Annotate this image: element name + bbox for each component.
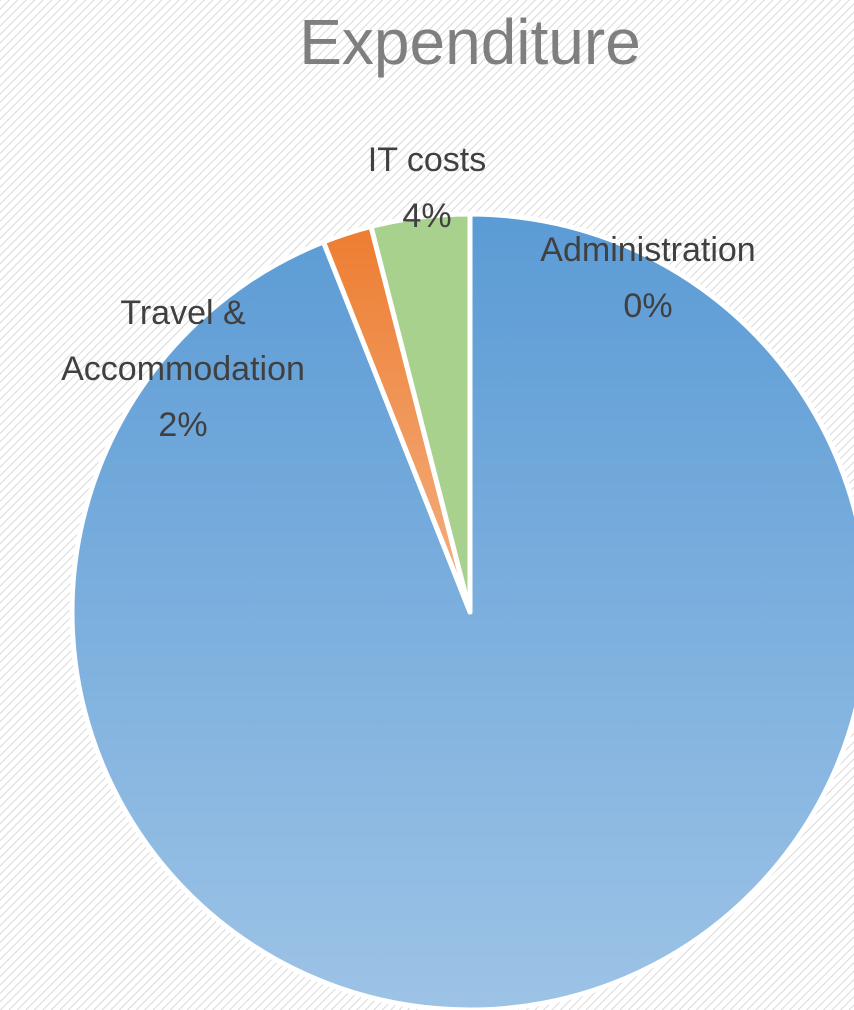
value-label: 2%: [158, 406, 208, 444]
pie-slice: [368, 211, 473, 615]
pie-slice: [69, 211, 854, 1010]
chart-title: Expenditure: [299, 6, 641, 78]
data-label: Travel & Accommodation 2%: [28, 285, 338, 453]
value-label: 0%: [623, 287, 673, 325]
category-label: IT costs: [367, 141, 487, 179]
value-label: 4%: [402, 197, 452, 235]
category-label: Administration: [540, 231, 756, 269]
data-label: Administration 0%: [488, 222, 808, 334]
category-label: Travel & Accommodation: [61, 294, 305, 388]
data-label: IT costs 4%: [317, 132, 537, 244]
